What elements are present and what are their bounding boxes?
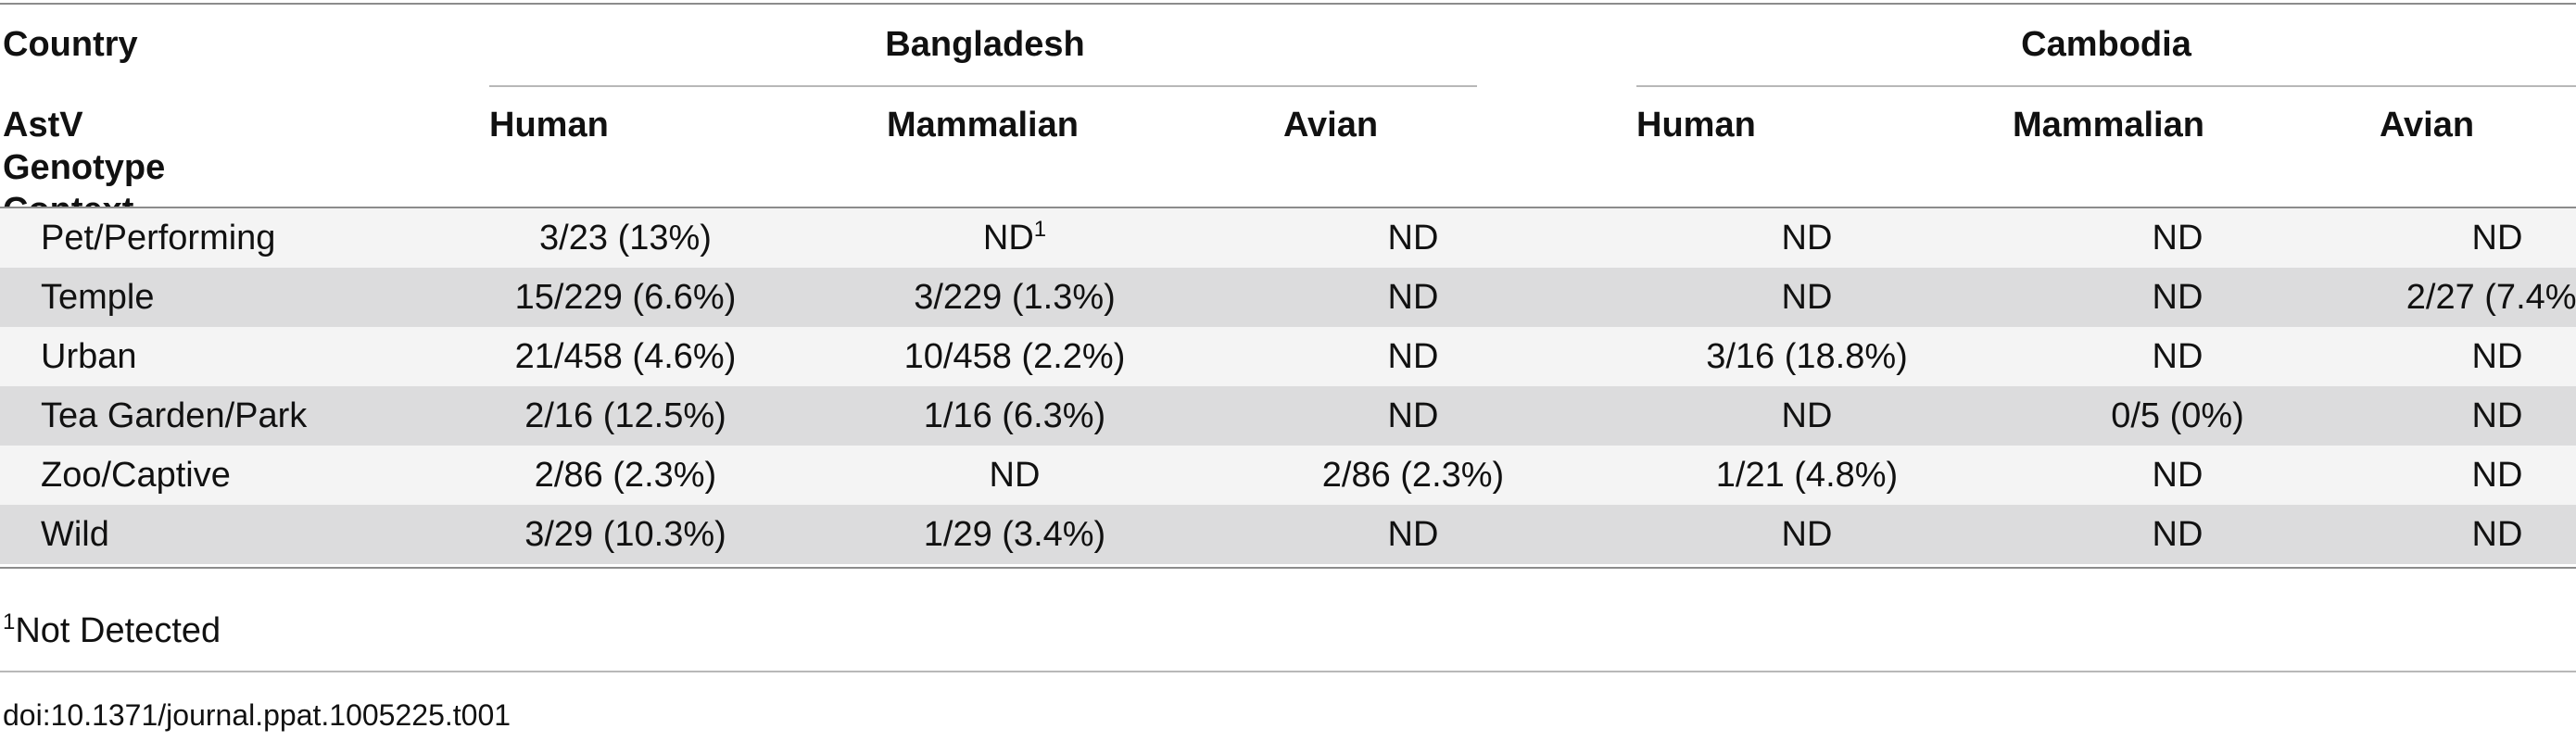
context-cell: Wild <box>0 505 426 564</box>
value-cell: 2/16 (12.5%) <box>426 386 825 446</box>
value-cell-with-footnote: ND1 <box>825 208 1205 268</box>
genotype-header-kh-avian: Avian <box>2380 106 2475 144</box>
genotype-header-kh-mammalian: Mammalian <box>2013 106 2204 144</box>
value-cell: 3/23 (13%) <box>426 208 825 268</box>
bangladesh-span-rule <box>489 85 1477 87</box>
value-cell: 0/5 (0%) <box>1992 386 2363 446</box>
context-cell: Zoo/Captive <box>0 446 426 505</box>
country-header: Country <box>3 25 138 64</box>
value-cell: 15/229 (6.6%) <box>426 268 825 327</box>
value-cell: ND <box>1205 268 1622 327</box>
footnote-marker: 1 <box>3 609 16 634</box>
context-cell: Temple <box>0 268 426 327</box>
value-cell: ND <box>1622 268 1992 327</box>
value-cell: 1/21 (4.8%) <box>1622 446 1992 505</box>
value-cell: 2/86 (2.3%) <box>426 446 825 505</box>
value-cell: 1/29 (3.4%) <box>825 505 1205 564</box>
footnote: 1Not Detected <box>3 609 221 652</box>
cambodia-span-rule <box>1636 85 2576 87</box>
value-cell: ND <box>1205 208 1622 268</box>
value-cell: ND <box>1992 327 2363 386</box>
footnote-marker: 1 <box>1033 217 1047 242</box>
value-cell: ND <box>1622 386 1992 446</box>
context-cell: Tea Garden/Park <box>0 386 426 446</box>
value-cell: ND <box>1205 386 1622 446</box>
genotype-header-bd-human: Human <box>489 106 609 144</box>
genotype-header-bd-mammalian: Mammalian <box>887 106 1079 144</box>
footnote-text: Not Detected <box>15 611 221 650</box>
header-bottom-rule <box>0 207 2576 208</box>
value-cell: ND <box>1992 268 2363 327</box>
genotype-header-bd-avian: Avian <box>1283 106 1379 144</box>
value-cell: 3/229 (1.3%) <box>825 268 1205 327</box>
top-rule <box>0 3 2576 5</box>
value-cell: ND <box>1205 327 1622 386</box>
table-row: Wild 3/29 (10.3%) 1/29 (3.4%) ND ND ND N… <box>0 505 2576 564</box>
value-cell: 3/16 (18.8%) <box>1622 327 1992 386</box>
context-cell: Urban <box>0 327 426 386</box>
value-cell: ND <box>2363 386 2576 446</box>
value-cell: ND <box>1992 446 2363 505</box>
country-cambodia: Cambodia <box>2021 25 2191 64</box>
value-cell: 10/458 (2.2%) <box>825 327 1205 386</box>
value-cell: ND <box>1992 208 2363 268</box>
value-cell: 2/27 (7.4%) <box>2363 268 2576 327</box>
table-row: Pet/Performing 3/23 (13%) ND1 ND ND ND N… <box>0 208 2576 268</box>
table-row: Urban 21/458 (4.6%) 10/458 (2.2%) ND 3/1… <box>0 327 2576 386</box>
value-cell: ND <box>825 446 1205 505</box>
data-table: Pet/Performing 3/23 (13%) ND1 ND ND ND N… <box>0 208 2576 564</box>
context-cell: Pet/Performing <box>0 208 426 268</box>
table-row: Zoo/Captive 2/86 (2.3%) ND 2/86 (2.3%) 1… <box>0 446 2576 505</box>
value-cell: ND <box>2363 208 2576 268</box>
table-row: Tea Garden/Park 2/16 (12.5%) 1/16 (6.3%)… <box>0 386 2576 446</box>
value-cell: ND <box>1622 208 1992 268</box>
value-cell: ND <box>1622 505 1992 564</box>
value-cell: 21/458 (4.6%) <box>426 327 825 386</box>
genotype-header-kh-human: Human <box>1636 106 1756 144</box>
table-row: Temple 15/229 (6.6%) 3/229 (1.3%) ND ND … <box>0 268 2576 327</box>
value-cell: ND <box>1205 505 1622 564</box>
doi-text: doi:10.1371/journal.ppat.1005225.t001 <box>3 698 511 732</box>
value-cell: 1/16 (6.3%) <box>825 386 1205 446</box>
footer-rule <box>0 671 2576 672</box>
value-cell: ND <box>2363 505 2576 564</box>
value-text: ND <box>982 219 1034 257</box>
value-cell: 2/86 (2.3%) <box>1205 446 1622 505</box>
country-bangladesh: Bangladesh <box>885 25 1085 64</box>
value-cell: 3/29 (10.3%) <box>426 505 825 564</box>
value-cell: ND <box>1992 505 2363 564</box>
table-bottom-rule <box>0 567 2576 569</box>
value-cell: ND <box>2363 327 2576 386</box>
value-cell: ND <box>2363 446 2576 505</box>
